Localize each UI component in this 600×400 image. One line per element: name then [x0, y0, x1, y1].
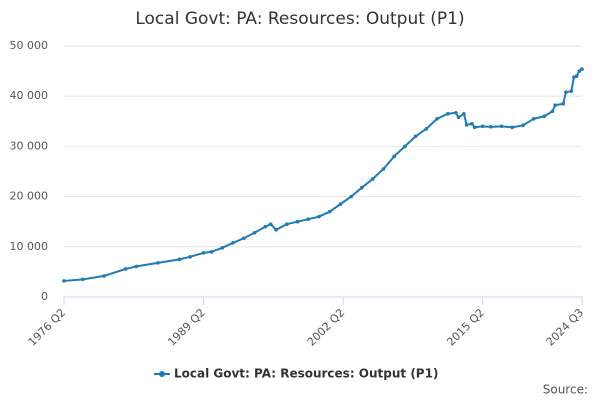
point — [413, 134, 418, 139]
y-tick-label: 10 000 — [10, 240, 49, 253]
point — [480, 124, 485, 129]
point — [531, 116, 536, 121]
point — [134, 264, 139, 269]
point — [268, 222, 273, 227]
point — [499, 124, 504, 129]
point — [574, 74, 579, 78]
legend-marker — [159, 371, 165, 377]
point — [201, 251, 206, 255]
point — [462, 111, 466, 116]
x-tick-label: 1989 Q2 — [165, 306, 208, 349]
point — [370, 177, 375, 181]
point — [488, 125, 493, 129]
y-tick-label: 50 000 — [10, 39, 49, 52]
chart-title: Local Govt: PA: Resources: Output (P1) — [135, 9, 464, 29]
point — [274, 227, 278, 232]
point — [464, 123, 469, 127]
point — [392, 154, 396, 159]
point — [284, 222, 289, 227]
point — [446, 111, 450, 116]
point — [220, 246, 225, 250]
point — [472, 125, 477, 130]
point — [306, 217, 311, 221]
point — [62, 279, 66, 283]
point — [510, 125, 515, 130]
point — [561, 101, 566, 106]
point — [123, 267, 128, 271]
point — [569, 89, 574, 93]
x-tick-label: 1976 Q2 — [26, 306, 69, 349]
point — [338, 202, 343, 206]
point — [80, 277, 85, 282]
point — [102, 274, 107, 278]
point — [317, 214, 321, 219]
point — [209, 250, 214, 254]
point — [156, 261, 160, 265]
point — [349, 194, 353, 199]
point — [454, 110, 458, 115]
point — [521, 123, 525, 128]
point — [550, 109, 555, 114]
point — [424, 127, 429, 131]
legend-label: Local Govt: PA: Resources: Output (P1) — [174, 367, 438, 381]
point — [188, 255, 192, 259]
y-tick-label: 40 000 — [10, 89, 49, 102]
point — [403, 144, 407, 149]
point — [564, 90, 568, 94]
line — [63, 68, 583, 282]
point — [470, 122, 474, 126]
x-tick-label: 2002 Q2 — [305, 306, 348, 349]
point — [231, 240, 235, 245]
point — [553, 103, 557, 108]
point — [360, 185, 364, 190]
point — [327, 209, 332, 214]
source: Source: — [543, 383, 588, 397]
point — [263, 224, 268, 229]
x-tick-label: 2024 Q3 — [544, 306, 587, 349]
point — [456, 115, 461, 120]
point — [242, 236, 246, 241]
y-tick-label: 0 — [41, 290, 48, 303]
point — [252, 230, 257, 235]
point — [577, 69, 582, 73]
x-tick-label: 2015 Q2 — [444, 306, 487, 349]
point — [177, 257, 182, 262]
point — [580, 67, 584, 71]
point — [435, 116, 439, 121]
point — [542, 114, 547, 119]
point — [295, 219, 300, 224]
y-tick-label: 30 000 — [10, 139, 49, 152]
point — [381, 167, 386, 171]
y-tick-label: 20 000 — [10, 190, 49, 203]
